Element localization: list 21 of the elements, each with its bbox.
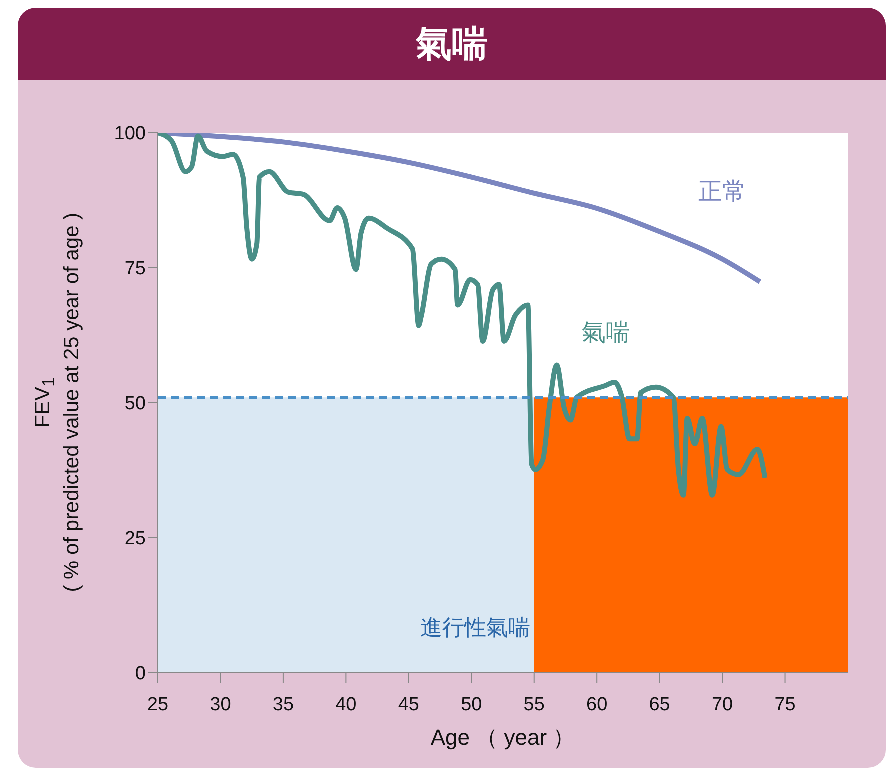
x-tick-label: 55: [524, 694, 545, 716]
chart-title: 氣喘: [18, 8, 886, 80]
x-tick-label: 75: [774, 694, 796, 716]
y-tick-label: 100: [114, 124, 146, 145]
x-tick-label: 70: [712, 694, 734, 716]
series-label: 氣喘: [582, 320, 630, 347]
x-tick-label: 65: [649, 694, 670, 716]
series-label: 正常: [698, 178, 747, 206]
x-tick-label: 50: [461, 694, 482, 716]
x-axis-title: Age （ year ）: [430, 725, 576, 750]
y-tick-label: 75: [124, 258, 146, 280]
y-tick-label: 50: [124, 394, 146, 415]
y-tick-label: 25: [124, 528, 146, 550]
x-tick-label: 45: [398, 694, 420, 716]
x-tick-label: 60: [586, 694, 608, 716]
annotation: 進行性氣喘: [420, 614, 531, 642]
y-tick-label: 0: [135, 664, 146, 685]
x-tick-label: 25: [147, 694, 169, 716]
x-tick-label: 35: [272, 694, 294, 716]
x-tick-label: 40: [336, 694, 357, 716]
x-tick-label: 30: [210, 694, 232, 716]
